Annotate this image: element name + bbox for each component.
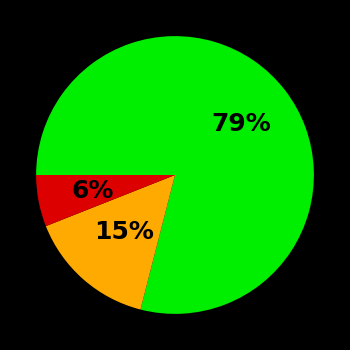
Wedge shape bbox=[46, 175, 175, 309]
Wedge shape bbox=[36, 36, 314, 314]
Text: 6%: 6% bbox=[72, 178, 114, 203]
Wedge shape bbox=[36, 175, 175, 226]
Text: 79%: 79% bbox=[211, 112, 271, 136]
Text: 15%: 15% bbox=[94, 220, 154, 244]
